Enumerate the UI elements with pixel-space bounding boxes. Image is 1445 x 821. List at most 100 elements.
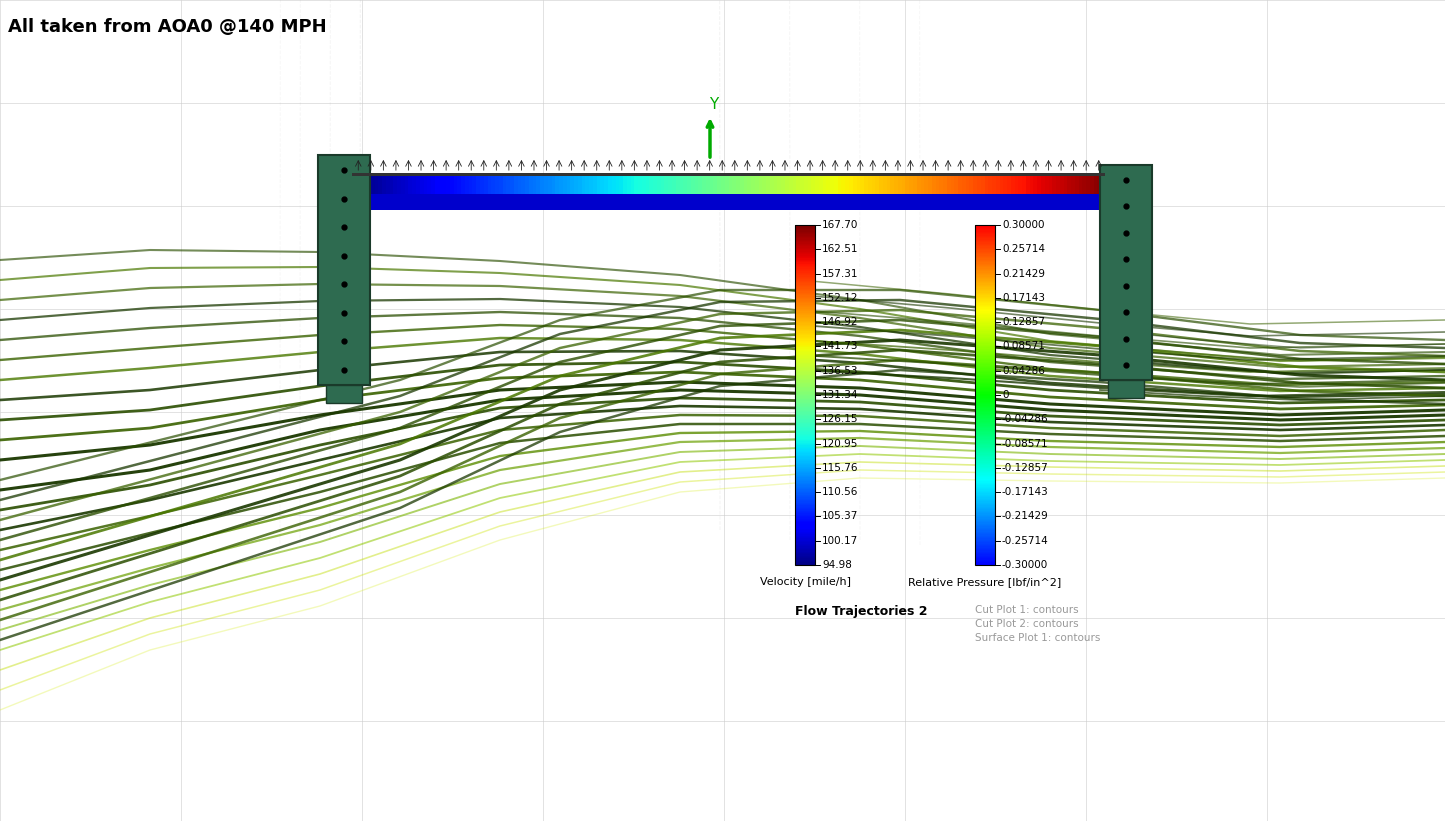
Bar — [795, 543, 815, 544]
Bar — [975, 453, 996, 456]
Bar — [795, 526, 815, 528]
Bar — [582, 175, 585, 195]
Bar — [906, 175, 910, 195]
Bar — [795, 498, 815, 499]
Bar — [975, 556, 996, 557]
Bar — [795, 556, 815, 557]
Bar — [975, 238, 996, 240]
Bar — [795, 470, 815, 471]
Text: 0.30000: 0.30000 — [1001, 220, 1045, 230]
Bar — [795, 548, 815, 549]
Bar — [975, 536, 996, 538]
Text: -0.04286: -0.04286 — [1001, 415, 1049, 424]
Bar — [975, 266, 996, 268]
Bar — [975, 464, 996, 466]
Bar — [975, 229, 996, 231]
Bar — [975, 408, 996, 410]
Bar — [1049, 175, 1053, 195]
Bar — [975, 363, 996, 365]
Bar — [795, 341, 815, 342]
Bar — [795, 553, 815, 555]
Bar — [795, 375, 815, 377]
Bar — [795, 470, 815, 473]
Bar — [795, 376, 815, 378]
Bar — [975, 371, 996, 373]
Bar — [975, 410, 996, 411]
Bar — [795, 446, 815, 447]
Bar — [975, 291, 996, 293]
Bar — [795, 257, 815, 259]
Bar — [975, 296, 996, 299]
Bar — [975, 231, 996, 232]
Bar — [795, 380, 815, 383]
Bar — [792, 175, 796, 195]
Bar — [435, 175, 439, 195]
Bar — [975, 505, 996, 507]
Bar — [477, 175, 481, 195]
Bar — [975, 479, 996, 480]
Bar — [1064, 175, 1068, 195]
Bar — [795, 411, 815, 413]
Text: 152.12: 152.12 — [822, 293, 858, 303]
Bar — [975, 553, 996, 555]
Bar — [795, 528, 815, 530]
Bar — [975, 560, 996, 562]
Bar — [795, 391, 815, 392]
Bar — [795, 365, 815, 366]
Bar — [795, 369, 815, 370]
Bar — [975, 530, 996, 532]
Bar — [975, 448, 996, 450]
Bar — [975, 557, 996, 559]
Bar — [975, 521, 996, 523]
Bar — [975, 520, 996, 521]
Bar — [975, 313, 996, 314]
Bar — [975, 225, 996, 565]
Bar — [381, 175, 386, 195]
Bar — [975, 346, 996, 347]
Bar — [795, 277, 815, 278]
Bar — [773, 175, 777, 195]
Bar — [1075, 175, 1079, 195]
Bar — [517, 175, 522, 195]
Bar — [795, 489, 815, 491]
Bar — [975, 232, 996, 233]
Bar — [975, 435, 996, 437]
Bar — [975, 251, 996, 254]
Bar — [975, 296, 996, 297]
Bar — [379, 175, 383, 195]
Bar — [975, 525, 996, 527]
Bar — [975, 261, 996, 263]
Bar — [679, 175, 683, 195]
Bar — [975, 461, 996, 463]
Bar — [412, 175, 416, 195]
Bar — [1082, 175, 1087, 195]
Bar — [975, 541, 996, 543]
Bar — [975, 502, 996, 504]
Bar — [795, 249, 815, 250]
Bar — [795, 289, 815, 291]
Bar — [958, 175, 962, 195]
Bar — [831, 175, 834, 195]
Bar — [975, 507, 996, 508]
Bar — [795, 401, 815, 403]
Bar — [975, 564, 996, 566]
Bar — [975, 446, 996, 447]
Bar — [795, 439, 815, 441]
Bar — [795, 303, 815, 305]
Bar — [975, 262, 996, 264]
Bar — [975, 513, 996, 515]
Bar — [975, 290, 996, 292]
Bar — [578, 175, 582, 195]
Bar — [975, 279, 996, 282]
Bar — [564, 175, 566, 195]
Bar — [795, 444, 815, 446]
Bar — [540, 175, 545, 195]
Bar — [935, 175, 939, 195]
Bar — [975, 485, 996, 487]
Bar — [975, 298, 996, 300]
Bar — [975, 456, 996, 458]
Bar — [975, 356, 996, 358]
Bar — [1003, 175, 1007, 195]
Bar — [543, 175, 548, 195]
Bar — [795, 516, 815, 518]
